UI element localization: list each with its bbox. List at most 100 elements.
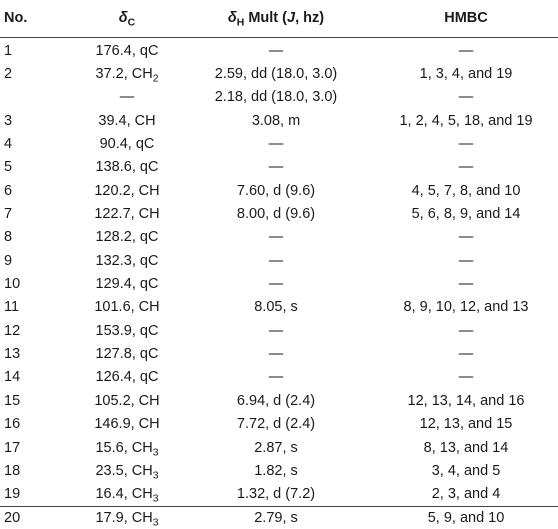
cell-delta-c: 122.7, CH xyxy=(76,206,178,222)
cell-position-no: 13 xyxy=(4,346,21,363)
cell-hmbc: — xyxy=(458,89,474,106)
table-row: 3 39.4, CH 3.08, m 1, 2, 4, 5, 18, and 19 xyxy=(0,109,558,132)
header-hmbc: HMBC xyxy=(444,10,488,26)
cell-hmbc: 5, 6, 8, 9, and 14 xyxy=(411,206,521,223)
cell-position-no: 3 xyxy=(4,112,13,129)
cell-delta-h-mult: — xyxy=(268,322,284,339)
cell-hmbc: — xyxy=(458,42,474,59)
cell-delta-c: 153.9, qC xyxy=(76,323,178,339)
cell-hmbc: 12, 13, and 15 xyxy=(419,416,513,433)
delta-c-subscript: 2 xyxy=(152,73,159,85)
cell-delta-c: 120.2, CH xyxy=(76,183,178,199)
delta-c-value: 126.4, qC xyxy=(95,369,159,386)
cell-position-no: 9 xyxy=(4,252,13,269)
header-hz-label: , hz) xyxy=(295,10,325,26)
delta-c-value: 105.2, CH xyxy=(94,392,160,409)
cell-hmbc: 1, 3, 4, and 19 xyxy=(419,66,513,83)
cell-delta-h-mult: 8.00, d (9.6) xyxy=(236,206,316,223)
table-row: 11 101.6, CH 8.05, s 8, 9, 10, 12, and 13 xyxy=(0,296,558,319)
table-row: 10 129.4, qC — — xyxy=(0,272,558,295)
cell-delta-c: 129.4, qC xyxy=(76,276,178,292)
table-row: 14 126.4, qC — — xyxy=(0,366,558,389)
cell-delta-c: 16.4, CH3 xyxy=(76,486,178,505)
delta-c-value: 15.6, CH xyxy=(95,439,153,456)
cell-delta-h-mult: 1.82, s xyxy=(254,462,298,479)
cell-delta-c: 90.4, qC xyxy=(76,136,178,152)
cell-delta-c: 126.4, qC xyxy=(76,369,178,385)
cell-position-no: 15 xyxy=(4,392,21,409)
delta-c-subscript: 3 xyxy=(152,517,159,529)
cell-position-no: 2 xyxy=(4,66,13,83)
cell-delta-h-mult: — xyxy=(268,252,284,269)
cell-delta-h-mult: 3.08, m xyxy=(251,112,301,129)
delta-c-value: 23.5, CH xyxy=(95,462,153,479)
cell-delta-h-mult: — xyxy=(268,42,284,59)
table-body: 1 176.4, qC — —2 37.2, CH2 2.59, dd (18.0, 3.… xyxy=(0,39,558,529)
cell-delta-h-mult: 6.94, d (2.4) xyxy=(236,392,316,409)
table-row: 13 127.8, qC — — xyxy=(0,342,558,365)
cell-hmbc: 4, 5, 7, 8, and 10 xyxy=(411,182,521,199)
delta-c-value: 101.6, CH xyxy=(94,299,160,316)
cell-hmbc: 3, 4, and 5 xyxy=(431,462,501,479)
header-no: No. xyxy=(4,10,28,26)
cell-hmbc: 8, 13, and 14 xyxy=(423,439,509,456)
table-row: 16 146.9, CH 7.72, d (2.4) 12, 13, and 15 xyxy=(0,413,558,436)
delta-c-subscript: 3 xyxy=(152,447,159,459)
table-row: 5 138.6, qC — — xyxy=(0,156,558,179)
delta-c-value: 146.9, CH xyxy=(94,416,160,433)
cell-position-no: 12 xyxy=(4,322,21,339)
delta-c-value: 128.2, qC xyxy=(95,229,159,246)
cell-delta-c: 39.4, CH xyxy=(76,113,178,129)
delta-c-value: 122.7, CH xyxy=(94,206,160,223)
cell-hmbc: — xyxy=(458,136,474,153)
cell-hmbc: 1, 2, 4, 5, 18, and 19 xyxy=(399,112,533,129)
cell-delta-c: 23.5, CH3 xyxy=(76,462,178,482)
cell-delta-h-mult: — xyxy=(268,369,284,386)
header-j-symbol: J xyxy=(287,10,296,26)
delta-c-subscript: 3 xyxy=(152,493,159,505)
header-mult-label: Mult ( xyxy=(244,10,287,26)
cell-delta-h-mult: 2.87, s xyxy=(254,439,298,456)
delta-c-subscript: 3 xyxy=(152,470,159,482)
cell-delta-c: 17.9, CH3 xyxy=(76,509,178,529)
table-row: 20 17.9, CH3 2.79, s 5, 9, and 10 xyxy=(0,506,558,529)
cell-delta-c: 146.9, CH xyxy=(76,416,178,432)
delta-c-value: 17.9, CH xyxy=(95,509,153,526)
table-row: 8 128.2, qC — — xyxy=(0,226,558,249)
cell-hmbc: — xyxy=(458,229,474,246)
cell-position-no: 1 xyxy=(4,42,13,59)
cell-position-no: 11 xyxy=(4,299,20,316)
cell-delta-c: 128.2, qC xyxy=(76,229,178,245)
table-bottom-rule xyxy=(0,506,558,507)
table-row: 7 122.7, CH 8.00, d (9.6) 5, 6, 8, 9, and 1… xyxy=(0,202,558,225)
header-delta-c-symbol: δ xyxy=(118,10,128,26)
table-row: 19 16.4, CH3 1.32, d (7.2) 2, 3, and 4 xyxy=(0,483,558,506)
cell-position-no: 7 xyxy=(4,206,13,223)
cell-delta-h-mult: — xyxy=(268,136,284,153)
cell-delta-h-mult: 1.32, d (7.2) xyxy=(236,486,316,503)
cell-position-no: 4 xyxy=(4,136,13,153)
cell-delta-c: 37.2, CH2 xyxy=(76,66,178,85)
cell-delta-h-mult: 7.60, d (9.6) xyxy=(236,182,316,199)
cell-delta-h-mult: — xyxy=(268,346,284,363)
cell-hmbc: 5, 9, and 10 xyxy=(427,509,505,526)
cell-position-no: 5 xyxy=(4,159,13,176)
delta-c-value: 37.2, CH xyxy=(95,66,153,83)
delta-c-value: 90.4, qC xyxy=(99,136,155,153)
cell-delta-c: 127.8, qC xyxy=(76,346,178,362)
table-row: 17 15.6, CH3 2.87, s 8, 13, and 14 xyxy=(0,436,558,459)
cell-delta-h-mult: — xyxy=(268,229,284,246)
nmr-data-table: No. δC δH Mult (J, hz) HMBC 1 176.4, qC — —… xyxy=(0,10,558,528)
cell-position-no: 17 xyxy=(4,439,21,456)
cell-position-no: 18 xyxy=(4,462,21,479)
cell-delta-h-mult: 8.05, s xyxy=(254,299,298,316)
cell-hmbc: 12, 13, 14, and 16 xyxy=(407,392,525,409)
cell-delta-h-mult: 2.79, s xyxy=(254,509,298,526)
delta-c-value: 120.2, CH xyxy=(94,182,160,199)
cell-hmbc: — xyxy=(458,369,474,386)
table-row: 6 120.2, CH 7.60, d (9.6) 4, 5, 7, 8, and 1… xyxy=(0,179,558,202)
delta-c-value: — xyxy=(119,89,135,106)
header-delta-c-subscript: C xyxy=(127,17,136,29)
delta-c-value: 16.4, CH xyxy=(95,486,153,503)
cell-hmbc: — xyxy=(458,346,474,363)
